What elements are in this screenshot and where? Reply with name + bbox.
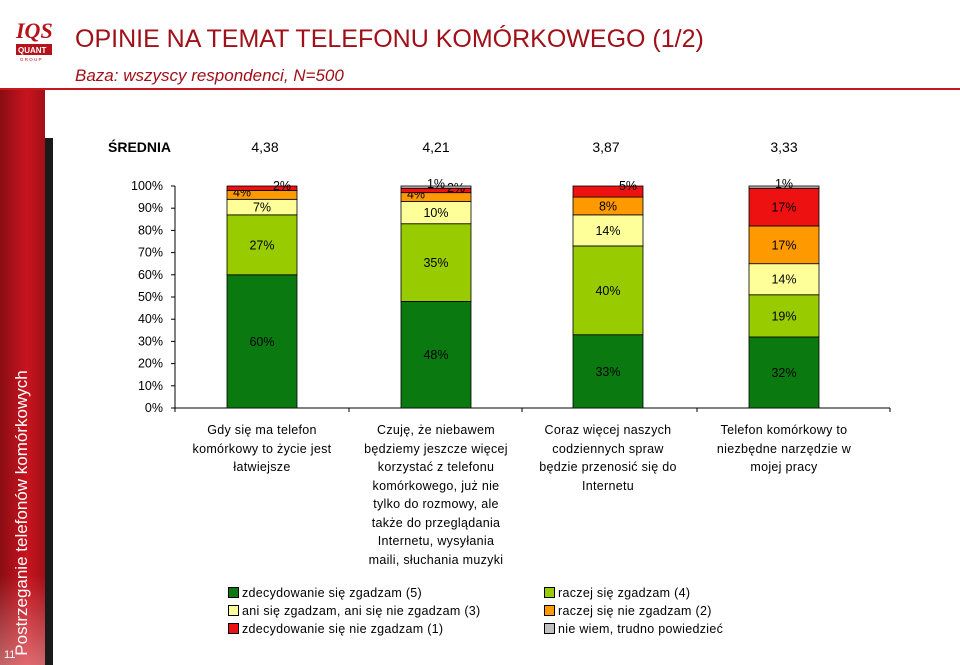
- bar-segment: [748, 187, 820, 227]
- category-label: Czuję, że niebawem będziemy jeszcze więce…: [351, 421, 521, 569]
- bar-segment: [226, 185, 298, 191]
- data-label: 40%: [595, 284, 620, 298]
- bar-segment: [748, 185, 820, 189]
- legend-swatch: [228, 605, 239, 616]
- data-label: 35%: [423, 256, 448, 270]
- iqs-quant-logo: IQS QUANT G R O U P: [14, 14, 54, 62]
- page-subtitle: Baza: wszyscy respondenci, N=500: [75, 66, 344, 85]
- header-divider: [0, 88, 960, 90]
- category-label-line: codziennych spraw: [552, 441, 664, 456]
- data-label: 14%: [771, 273, 796, 287]
- sidebar: Postrzeganie telefonów komórkowych 11: [0, 88, 45, 665]
- category-label-line: tylko do rozmowy, ale: [373, 497, 499, 511]
- bar-segment: [748, 263, 820, 296]
- data-label: 32%: [771, 366, 796, 380]
- legend-label: ani się zgadzam, ani się nie zgadzam (3): [242, 604, 481, 618]
- y-tick-label: 60%: [138, 268, 163, 282]
- y-tick-label: 50%: [138, 290, 163, 304]
- category-label: Telefon komórkowy to niezbędne narzędzie …: [694, 421, 874, 477]
- svg-text:G R O U P: G R O U P: [20, 57, 42, 62]
- y-tick-label: 10%: [138, 379, 163, 393]
- legend-swatch: [228, 587, 239, 598]
- category-label-line: Gdy się ma telefon: [207, 423, 317, 437]
- average-value: 4,38: [251, 139, 279, 155]
- legend-swatch: [544, 623, 555, 634]
- data-label: 17%: [771, 201, 796, 215]
- category-label-line: także do przeglądania: [371, 515, 501, 530]
- legend-label: raczej się nie zgadzam (2): [558, 604, 712, 618]
- data-label: 10%: [423, 206, 448, 220]
- y-tick-label: 20%: [138, 357, 163, 371]
- bar-segment: [748, 294, 820, 338]
- category-label-line: komórkowego, już nie: [372, 478, 500, 493]
- category-label-line: będzie przenosić się do: [539, 460, 677, 474]
- bar-segment: [748, 225, 820, 265]
- category-label: Gdy się ma telefon komórkowy to życie jes…: [172, 421, 352, 477]
- category-label-line: maili, słuchania muzyki: [368, 552, 504, 567]
- average-label: ŚREDNIA: [108, 139, 172, 155]
- data-label: 5%: [619, 179, 637, 193]
- bar-segment: [400, 185, 472, 189]
- data-label: 1%: [775, 177, 793, 191]
- page-title: OPINIE NA TEMAT TELEFONU KOMÓRKOWEGO (1/…: [75, 25, 704, 53]
- y-tick-label: 80%: [138, 223, 163, 237]
- bar-segment: [748, 336, 820, 409]
- category-label-line: niezbędne narzędzie w: [716, 441, 852, 456]
- bar-segment: [400, 301, 472, 409]
- y-tick-label: 0%: [145, 401, 163, 415]
- category-label-line: komórkowy to życie jest: [192, 441, 332, 456]
- legend-label: zdecydowanie się zgadzam (5): [242, 586, 423, 600]
- data-label: 1%: [427, 177, 445, 191]
- average-value: 3,33: [770, 139, 798, 155]
- bar-segment: [226, 274, 298, 409]
- average-value: 4,21: [422, 139, 450, 155]
- data-label: 60%: [249, 335, 274, 349]
- data-label: 27%: [249, 238, 274, 252]
- legend-label: raczej się zgadzam (4): [558, 586, 691, 600]
- bar-segment: [400, 223, 472, 302]
- chart-frame-edge: [45, 138, 53, 665]
- bar-segment: [572, 185, 644, 198]
- category-label-line: korzystać z telefonu: [377, 460, 495, 474]
- legend-swatch: [544, 587, 555, 598]
- y-tick-label: 70%: [138, 246, 163, 260]
- y-tick-label: 30%: [138, 334, 163, 348]
- y-tick-label: 40%: [138, 312, 163, 326]
- category-label-line: będziemy jeszcze więcej: [364, 441, 508, 456]
- svg-text:QUANT: QUANT: [18, 46, 47, 55]
- bar-segment: [226, 214, 298, 276]
- legend-label: nie wiem, trudno powiedzieć: [558, 622, 724, 636]
- sidebar-glow: [0, 575, 45, 665]
- data-label: 8%: [599, 199, 617, 213]
- bar-segment: [572, 334, 644, 409]
- category-label-line: mojej pracy: [750, 460, 818, 474]
- page-number: 11: [4, 649, 16, 661]
- data-label: 19%: [771, 309, 796, 323]
- data-label: 14%: [595, 224, 620, 238]
- average-value: 3,87: [592, 139, 620, 155]
- data-label: 7%: [253, 201, 271, 215]
- data-label: 2%: [273, 179, 291, 193]
- category-label-line: Czuję, że niebawem: [377, 423, 495, 437]
- data-label: 33%: [595, 365, 620, 379]
- category-label-line: Internetu, wysyłania: [377, 534, 495, 548]
- legend-swatch: [228, 623, 239, 634]
- category-label-line: Coraz więcej naszych: [544, 423, 672, 437]
- svg-text:IQS: IQS: [15, 18, 53, 43]
- y-tick-label: 100%: [131, 179, 163, 193]
- data-label: 48%: [423, 348, 448, 362]
- legend-label: zdecydowanie się nie zgadzam (1): [242, 622, 444, 636]
- category-label-line: łatwiejsze: [233, 460, 291, 474]
- y-tick-label: 90%: [138, 201, 163, 215]
- data-label: 17%: [771, 238, 796, 252]
- category-label-line: Telefon komórkowy to: [720, 423, 848, 437]
- category-label: Coraz więcej naszych codziennych spraw będ…: [518, 421, 698, 495]
- legend-swatch: [544, 605, 555, 616]
- category-label-line: Internetu: [581, 478, 635, 493]
